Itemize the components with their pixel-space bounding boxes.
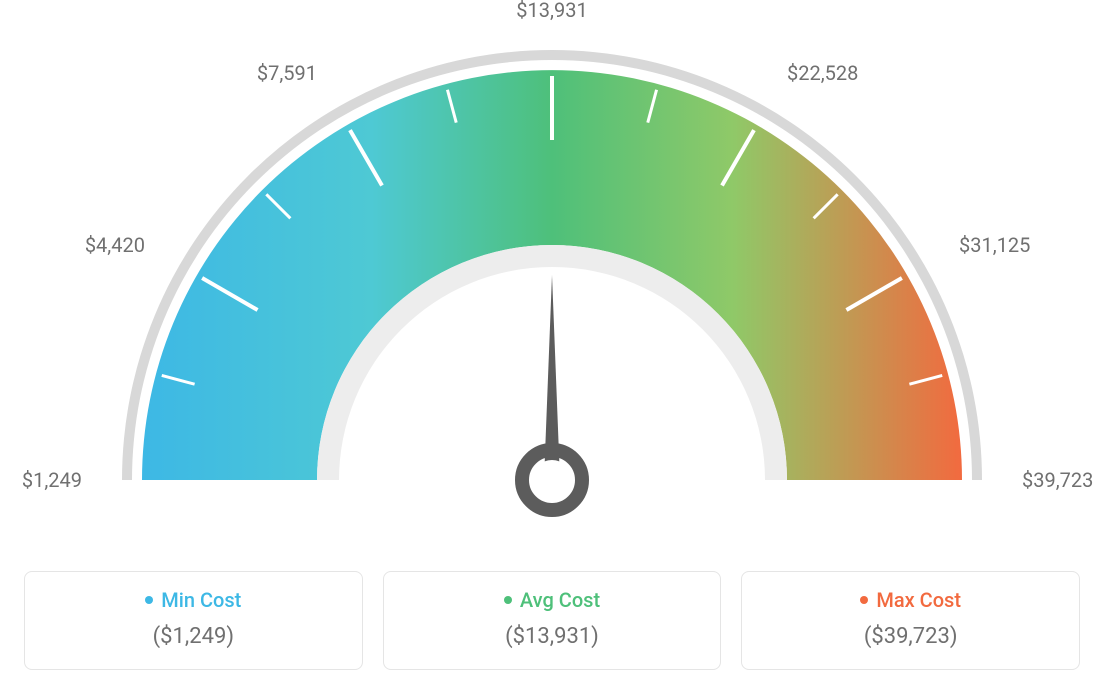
legend-value-min: ($1,249) [37, 624, 350, 649]
gauge-svg [0, 0, 1104, 540]
legend-dot-max [860, 596, 868, 604]
scale-label: $13,931 [516, 0, 587, 22]
scale-label: $31,125 [959, 233, 1030, 257]
legend-title-avg-text: Avg Cost [520, 588, 600, 612]
scale-label: $7,591 [257, 61, 317, 85]
legend-dot-min [145, 596, 153, 604]
legend-card-avg: Avg Cost ($13,931) [383, 571, 722, 670]
gauge-chart-container: $1,249 $4,420 $7,591 $13,931 $22,528 $31,125 $… [0, 0, 1104, 690]
legend-title-max: Max Cost [860, 588, 961, 612]
scale-label: $4,420 [85, 233, 145, 257]
legend-value-avg: ($13,931) [396, 624, 709, 649]
scale-label: $39,723 [1022, 468, 1093, 492]
legend-value-max: ($39,723) [754, 624, 1067, 649]
legend-row: Min Cost ($1,249) Avg Cost ($13,931) Max… [24, 571, 1080, 670]
legend-title-avg: Avg Cost [504, 588, 600, 612]
legend-card-min: Min Cost ($1,249) [24, 571, 363, 670]
legend-title-min: Min Cost [145, 588, 241, 612]
gauge-svg-wrap [0, 0, 1104, 540]
legend-dot-avg [504, 596, 512, 604]
scale-label: $22,528 [787, 61, 858, 85]
legend-title-min-text: Min Cost [161, 588, 241, 612]
scale-label: $1,249 [22, 468, 82, 492]
legend-card-max: Max Cost ($39,723) [741, 571, 1080, 670]
legend-title-max-text: Max Cost [876, 588, 961, 612]
